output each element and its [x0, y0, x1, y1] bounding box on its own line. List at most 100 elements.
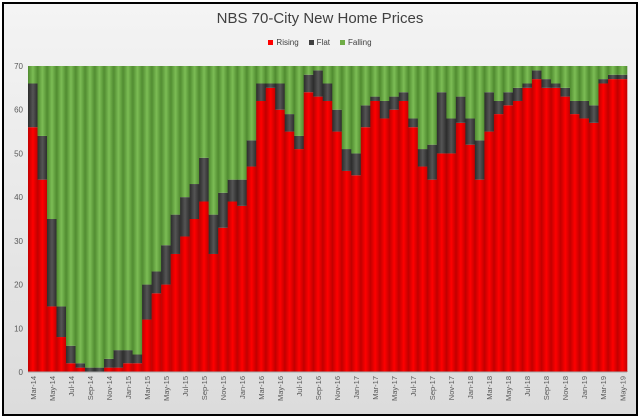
bar-rising: [541, 87, 552, 373]
bar-falling: [360, 66, 371, 106]
bar-falling: [379, 66, 390, 101]
bar-rising: [569, 114, 580, 372]
bar-falling: [189, 66, 200, 185]
bar-flat: [246, 140, 257, 167]
x-tick-label: Mar-18: [485, 376, 494, 400]
bar-flat: [104, 358, 114, 368]
bar-flat: [75, 363, 86, 368]
bar-rising: [512, 100, 523, 372]
bar-falling: [313, 66, 324, 71]
bar-falling: [560, 66, 571, 88]
bar-falling: [265, 66, 276, 84]
bar-rising: [104, 367, 114, 372]
bar-falling: [436, 66, 447, 93]
y-tick-label: 60: [14, 106, 23, 115]
x-tick-label: Nov-14: [105, 376, 114, 400]
bar-flat: [436, 92, 447, 154]
bar-rising: [294, 149, 305, 372]
bar-falling: [617, 66, 628, 75]
bar-falling: [512, 66, 523, 88]
bar-rising: [465, 144, 476, 372]
bar-falling: [522, 66, 533, 84]
bar-falling: [446, 66, 457, 119]
bar-flat: [85, 367, 95, 372]
y-tick-label: 70: [14, 62, 23, 71]
bar-flat: [370, 96, 381, 101]
bar-rising: [474, 179, 485, 372]
bar-falling: [199, 66, 209, 158]
bar-falling: [598, 66, 609, 80]
bar-flat: [265, 83, 276, 88]
bar-rising: [503, 105, 514, 372]
x-tick-label: Jul-18: [523, 376, 532, 396]
bar-rising: [37, 179, 48, 372]
bar-flat: [598, 79, 609, 84]
bar-falling: [246, 66, 257, 141]
bar-falling: [417, 66, 428, 150]
bar-falling: [569, 66, 580, 101]
bar-rising: [284, 131, 295, 372]
legend-swatch-rising: [268, 40, 274, 45]
bar-flat: [151, 271, 162, 294]
bar-flat: [322, 83, 333, 101]
bar-flat: [284, 114, 295, 132]
bar-rising: [275, 109, 286, 373]
bar-rising: [427, 179, 438, 372]
bar-flat: [113, 350, 124, 368]
bar-falling: [151, 66, 162, 272]
bar-falling: [113, 66, 124, 351]
x-tick-label: Mar-15: [143, 376, 152, 400]
bar-flat: [37, 135, 48, 180]
bar-flat: [237, 179, 247, 206]
bar-falling: [294, 66, 305, 136]
x-tick-label: Mar-19: [599, 376, 608, 400]
x-tick-label: Sep-14: [86, 376, 95, 400]
x-tick-label: May-14: [48, 376, 57, 401]
bar-falling: [85, 66, 95, 368]
bar-falling: [132, 66, 143, 355]
bar-flat: [474, 140, 485, 180]
bar-flat: [227, 179, 238, 202]
bar-rising: [417, 166, 428, 372]
bar-rising: [256, 100, 266, 372]
bar-falling: [332, 66, 343, 110]
bar-falling: [351, 66, 362, 154]
x-tick-label: Mar-14: [29, 376, 38, 400]
bar-flat: [294, 135, 305, 150]
legend-label-rising: Rising: [276, 38, 299, 47]
bar-falling: [579, 66, 590, 101]
x-tick-label: Jan-17: [352, 376, 361, 399]
bar-rising: [579, 118, 590, 373]
bar-rising: [227, 201, 238, 372]
bar-rising: [436, 153, 447, 372]
legend-item-flat: Flat: [308, 38, 330, 47]
x-tick-label: Jul-14: [67, 376, 76, 396]
bar-flat: [275, 83, 286, 110]
bar-falling: [465, 66, 476, 119]
bar-rising: [550, 87, 561, 373]
legend-item-rising: Rising: [268, 38, 299, 47]
bar-falling: [398, 66, 409, 93]
legend-label-falling: Falling: [348, 38, 372, 47]
legend-item-falling: Falling: [340, 38, 372, 47]
bar-falling: [389, 66, 400, 97]
bar-rising: [170, 253, 181, 372]
x-tick-label: Nov-17: [447, 376, 456, 400]
bar-flat: [332, 109, 343, 132]
bar-rising: [151, 293, 162, 372]
bar-rising: [351, 175, 362, 372]
bar-falling: [474, 66, 485, 141]
bar-rising: [75, 367, 86, 372]
bars: [28, 66, 628, 373]
bar-flat: [541, 79, 552, 88]
bar-falling: [123, 66, 133, 351]
bar-rising: [617, 79, 628, 373]
x-tick-label: Sep-18: [542, 376, 551, 400]
bar-falling: [284, 66, 295, 115]
bar-falling: [256, 66, 266, 84]
bar-rising: [47, 306, 57, 372]
bar-falling: [161, 66, 171, 246]
bar-rising: [360, 127, 371, 372]
y-tick-label: 50: [14, 149, 23, 158]
